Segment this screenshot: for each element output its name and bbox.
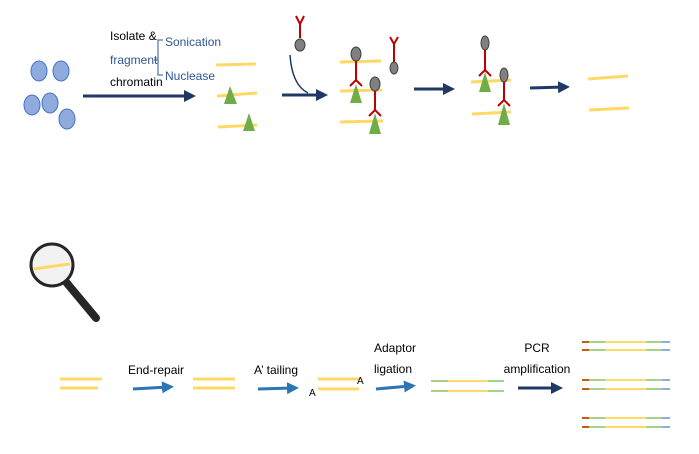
chromatin-label: chromatin	[110, 75, 163, 89]
a-tailing-arrow	[257, 382, 299, 395]
fragment-label: fragment	[110, 53, 158, 67]
repaired-fragments	[193, 377, 235, 390]
amplification-label: amplification	[504, 362, 571, 376]
ligation-arrow	[375, 380, 416, 393]
pcr-label: PCR	[524, 341, 550, 355]
end-repair-arrow	[132, 381, 174, 394]
binding-curve	[289, 54, 309, 94]
cells-icon	[23, 60, 76, 130]
bracket-icon	[154, 39, 163, 76]
elute-arrow	[529, 81, 570, 94]
antibody-icon	[294, 15, 306, 52]
purified-dna	[587, 74, 630, 112]
a-overhang-right: A	[357, 376, 364, 387]
dna-fragments	[60, 377, 102, 390]
sonication-label: Sonication	[165, 35, 221, 49]
enriched-chromatin	[470, 35, 512, 125]
isolate-label: Isolate &	[110, 29, 157, 43]
a-tailing-label: A’ tailing	[254, 363, 298, 377]
end-repair-label: End-repair	[128, 363, 184, 377]
magnifying-glass-icon	[29, 242, 100, 322]
adaptor-label: Adaptor	[374, 341, 416, 355]
ligation-label: ligation	[374, 362, 412, 376]
chromatin-fragments	[215, 62, 258, 131]
adaptor-ligated-fragments	[431, 380, 504, 392]
pcr-products	[582, 341, 670, 428]
nuclease-label: Nuclease	[165, 69, 215, 83]
antibody-bound-chromatin	[339, 36, 399, 134]
a-overhang-left: A	[309, 388, 316, 399]
a-tailed-fragments	[318, 377, 359, 391]
